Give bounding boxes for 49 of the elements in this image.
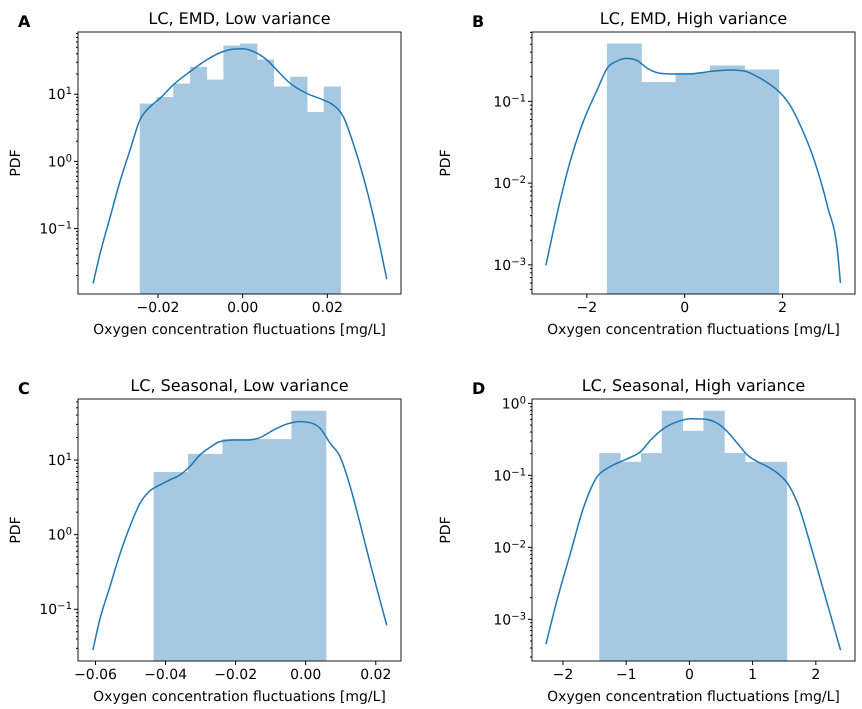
text: D xyxy=(472,379,486,398)
y-axis-title: PDF xyxy=(438,149,454,177)
x-tick-label: −0.02 xyxy=(214,667,258,683)
x-tick-label: 0.02 xyxy=(360,667,392,683)
chart-title: LC, EMD, Low variance xyxy=(148,9,331,28)
x-tick-label: 0 xyxy=(684,667,694,683)
y-tick-label: 10$^{−1}$ xyxy=(39,600,72,618)
x-tick-label: −0.06 xyxy=(74,667,118,683)
x-tick-label: 0.00 xyxy=(227,300,258,316)
y-tick-label: 10$^{−1}$ xyxy=(39,220,72,238)
y-tick-label: 10$^{0}$ xyxy=(48,526,72,544)
line-series xyxy=(92,420,388,650)
x-tick-label: 0 xyxy=(680,300,690,316)
y-tick-label: 10$^{−1}$ xyxy=(493,466,526,484)
x-tick-label: −0.04 xyxy=(144,667,188,683)
x-axis-title: Oxygen concentration fluctuations [mg/L] xyxy=(93,689,386,705)
chart-title: LC, Seasonal, High variance xyxy=(582,376,806,395)
x-axis-title: Oxygen concentration fluctuations [mg/L] xyxy=(547,689,840,705)
y-axis-title: PDF xyxy=(438,516,454,544)
x-tick-label: 1 xyxy=(748,667,758,683)
line-series xyxy=(545,58,842,284)
x-tick-label: 0.02 xyxy=(312,300,343,316)
y-tick-label: 10$^{0}$ xyxy=(502,394,526,412)
text: C xyxy=(18,379,30,398)
y-tick-label: 10$^{1}$ xyxy=(48,86,72,104)
x-tick-label: 2 xyxy=(778,300,788,316)
chart-title: LC, Seasonal, Low variance xyxy=(130,376,349,395)
line-series xyxy=(545,418,842,650)
y-tick-label: 10$^{−2}$ xyxy=(493,174,526,192)
y-tick-label: 10$^{0}$ xyxy=(48,152,72,170)
x-tick-label: 0.00 xyxy=(290,667,322,683)
x-axis-title: Oxygen concentration fluctuations [mg/L] xyxy=(547,322,840,338)
x-tick-label: −1 xyxy=(616,667,636,683)
x-axis-title: Oxygen concentration fluctuations [mg/L] xyxy=(93,322,386,338)
text: A xyxy=(18,12,31,31)
y-tick-label: 10$^{−3}$ xyxy=(493,256,526,274)
y-axis-title: PDF xyxy=(8,149,24,177)
y-tick-label: 10$^{1}$ xyxy=(48,451,72,469)
x-tick-label: −2 xyxy=(552,667,574,683)
y-tick-label: 10$^{−2}$ xyxy=(493,538,526,556)
x-tick-label: −0.02 xyxy=(136,300,180,316)
x-tick-label: 2 xyxy=(811,667,820,683)
chart-title: LC, EMD, High variance xyxy=(600,9,788,28)
line-series xyxy=(92,48,388,284)
y-axis-title: PDF xyxy=(8,516,24,544)
x-tick-label: −2 xyxy=(576,300,598,316)
y-tick-label: 10$^{−1}$ xyxy=(493,92,526,110)
y-tick-label: 10$^{−3}$ xyxy=(493,610,526,628)
text: B xyxy=(472,12,484,31)
